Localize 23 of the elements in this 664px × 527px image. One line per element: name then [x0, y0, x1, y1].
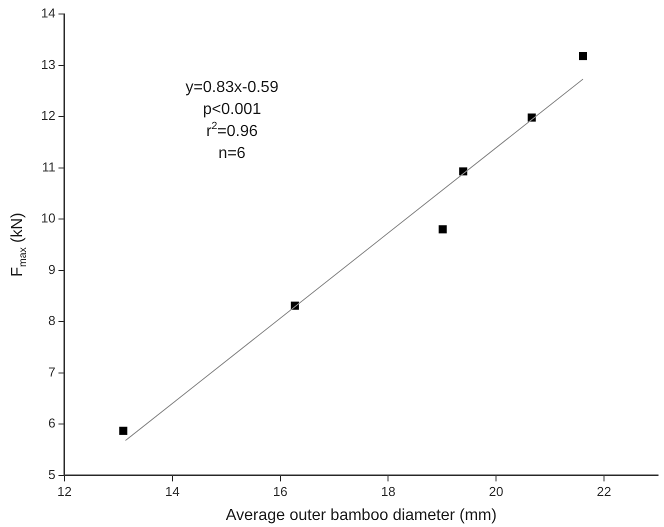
y-tick-label: 8	[48, 313, 56, 328]
point	[438, 225, 447, 234]
x-tick-label: 22	[596, 484, 612, 499]
y-tick-label: 5	[48, 466, 56, 482]
annotation: n=6	[218, 145, 246, 162]
y-tick-label: 7	[48, 364, 56, 380]
y-tick-label: 12	[40, 108, 56, 124]
point	[119, 426, 128, 435]
x-tick-label: 20	[488, 484, 504, 499]
y-tick-label: 11	[42, 159, 56, 174]
y-tick-label: 6	[48, 416, 56, 431]
y-tick-label: 13	[40, 56, 56, 72]
x-axis-title: Average outer bamboo diameter (mm)	[226, 507, 497, 524]
y-tick-label: 14	[40, 6, 56, 21]
annotation: p<0.001	[202, 101, 262, 118]
x-tick-label: 16	[273, 484, 288, 499]
y-tick-label: 9	[48, 262, 56, 277]
y-tick-label: 10	[40, 210, 56, 226]
x-tick-label: 18	[380, 484, 396, 499]
y-axis-title: Fmax (kN)	[9, 212, 29, 277]
x-tick-label: 14	[165, 484, 180, 499]
annotation: y=0.83x-0.59	[186, 79, 279, 96]
point	[578, 52, 588, 60]
